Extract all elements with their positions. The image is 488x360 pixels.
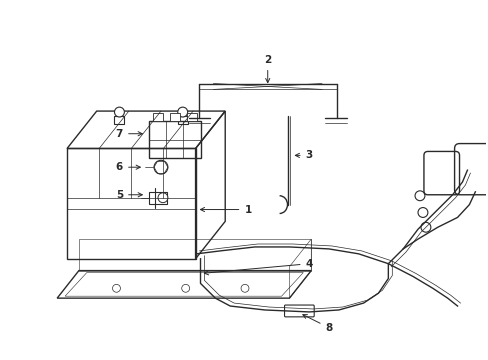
Text: 8: 8	[302, 315, 332, 333]
Circle shape	[158, 193, 167, 203]
Circle shape	[114, 107, 124, 117]
Text: 5: 5	[116, 190, 142, 200]
Polygon shape	[149, 192, 166, 204]
Polygon shape	[186, 113, 197, 121]
Text: 3: 3	[295, 150, 312, 161]
Text: 1: 1	[200, 204, 251, 215]
Polygon shape	[178, 116, 187, 124]
Circle shape	[154, 160, 167, 174]
Polygon shape	[169, 113, 180, 121]
Text: 4: 4	[204, 259, 312, 275]
Text: 2: 2	[264, 55, 271, 82]
Polygon shape	[114, 116, 124, 124]
Text: 7: 7	[116, 129, 142, 139]
Circle shape	[178, 107, 187, 117]
Text: 6: 6	[116, 162, 140, 172]
Polygon shape	[152, 113, 163, 121]
